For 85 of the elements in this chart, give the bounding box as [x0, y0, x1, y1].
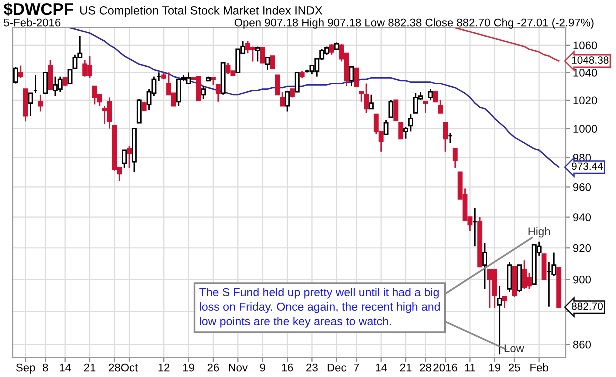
candlestick — [13, 66, 18, 84]
x-tick-label: 11 — [465, 364, 476, 372]
x-tick-label: 19 — [490, 364, 501, 372]
annotation: High — [528, 227, 550, 238]
candlestick — [349, 66, 354, 88]
candlestick — [423, 101, 428, 114]
y-tick-label: 1060 — [574, 42, 598, 50]
candlestick — [502, 296, 508, 310]
candlestick — [270, 56, 276, 70]
candlestick — [28, 92, 34, 117]
candlestick — [285, 91, 290, 112]
candlestick — [433, 91, 438, 103]
x-tick-label: Nov — [229, 364, 248, 372]
annotation: The S Fund held up pretty well until it had a big loss on Friday. Once again, the recent high and low points are the key areas to watch. — [200, 288, 440, 328]
candlestick — [404, 126, 408, 140]
x-tick-label: Dec — [328, 364, 346, 372]
data-label: 1048.38 — [572, 56, 609, 64]
x-tick-label: 16 — [282, 364, 294, 372]
candlestick — [68, 69, 73, 84]
candlestick — [438, 100, 444, 114]
text: 882.70 — [572, 302, 604, 310]
chart-subtitle: US Completion Total Stock Market Index INDX — [80, 6, 323, 18]
candlestick — [428, 88, 434, 102]
candlestick — [443, 122, 448, 153]
y-tick-label: 900 — [573, 276, 592, 284]
chart-title: $DWCPF — [4, 2, 74, 16]
candlestick — [452, 148, 458, 169]
x-tick-label: 14 — [376, 364, 388, 372]
x-tick-label: 21 — [400, 364, 412, 372]
x-tick-label: 25 — [509, 364, 520, 372]
candlestick — [384, 120, 389, 136]
x-tick-label: 9 — [260, 364, 266, 372]
x-tick-label: 23 — [306, 364, 318, 372]
x-tick-label: Oct — [121, 364, 138, 372]
candlestick — [38, 94, 44, 112]
y-tick-label: 960 — [573, 183, 592, 192]
candlestick — [265, 56, 270, 71]
x-tick-label: 28 — [109, 364, 120, 372]
x-tick-label: Sep — [16, 364, 36, 374]
x-tick-label: 19 — [183, 364, 194, 372]
candlestick — [136, 98, 142, 124]
y-tick-label: 1000 — [574, 125, 598, 133]
candlestick — [354, 68, 360, 88]
y-tick-label: 860 — [573, 340, 592, 349]
candlestick — [216, 84, 221, 103]
x-tick-label: Feb — [530, 364, 548, 372]
x-tick-label: 2016 — [434, 364, 458, 372]
candlestick — [482, 242, 488, 290]
x-tick-label: 14 — [60, 364, 72, 372]
candlestick — [255, 46, 260, 62]
candlestick — [294, 72, 300, 93]
y-tick-label: 940 — [573, 214, 592, 222]
x-tick-label: 26 — [208, 364, 220, 372]
annotation: Low — [504, 344, 524, 352]
candlestick — [43, 72, 48, 94]
line-series — [454, 28, 560, 62]
candlestick — [127, 145, 132, 169]
x-tick-label: 8 — [42, 364, 48, 372]
candlestick — [18, 65, 24, 79]
x-tick-label: 21 — [84, 364, 96, 372]
y-tick-label: 920 — [573, 244, 592, 252]
candlestick — [388, 100, 394, 118]
candlestick — [408, 114, 414, 132]
x-tick-label: 12 — [158, 364, 170, 372]
candlestick — [48, 60, 53, 90]
candlestick — [507, 262, 512, 294]
candlestick — [398, 122, 404, 140]
y-tick-label: 1020 — [574, 96, 598, 105]
data-label: 973.44 — [572, 162, 604, 170]
y-tick-label: 1040 — [574, 68, 598, 77]
candlestick — [497, 285, 502, 356]
candlestick — [368, 94, 374, 110]
candlestick — [394, 100, 399, 121]
annotation: Open 907.18 High 907.18 Low 882.38 Close 882.70 Chg -27.01 (-2.97%) — [234, 18, 594, 29]
candlestick — [260, 47, 266, 64]
candlestick — [201, 86, 206, 100]
candlestick — [122, 150, 128, 169]
candlestick — [275, 74, 280, 96]
candlestick — [329, 43, 334, 56]
x-tick-label: 28 — [420, 364, 432, 372]
candlestick — [364, 83, 369, 114]
text: 5-Feb-2016 — [4, 18, 61, 27]
candlestick — [280, 91, 286, 107]
line-series — [70, 28, 560, 168]
x-tick-label: 7 — [354, 364, 360, 372]
